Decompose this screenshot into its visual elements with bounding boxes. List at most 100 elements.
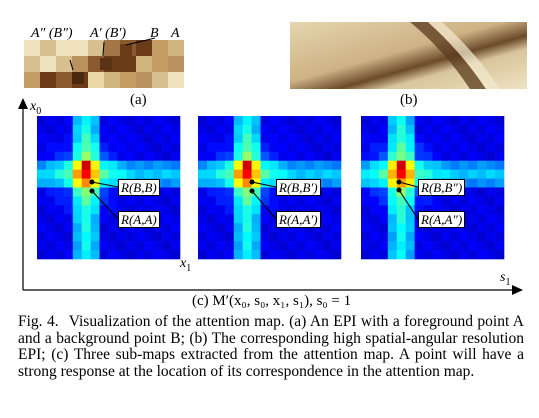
heatmap-cell bbox=[450, 133, 460, 144]
heatmap-cell bbox=[108, 196, 118, 206]
heatmap-cell bbox=[260, 223, 270, 233]
heatmap-cell bbox=[405, 232, 415, 242]
heatmap-cell bbox=[441, 241, 451, 251]
heatmap-cell bbox=[296, 116, 306, 126]
heatmap-cell bbox=[37, 214, 47, 224]
heatmap-cell bbox=[81, 124, 91, 135]
heatmap-cell bbox=[305, 169, 315, 179]
heatmap-cell bbox=[361, 133, 371, 144]
pointer-dot bbox=[396, 179, 402, 185]
heatmap-cell bbox=[361, 205, 371, 215]
heatmap-cell bbox=[296, 205, 306, 215]
heatmap-cell bbox=[153, 124, 163, 135]
heatmap-cell bbox=[423, 160, 433, 170]
heatmap-cell bbox=[90, 169, 100, 179]
epi-pixel bbox=[72, 40, 88, 56]
heatmap-cell bbox=[63, 187, 74, 197]
heatmap-cell bbox=[287, 160, 297, 170]
heatmap-cell bbox=[54, 241, 65, 251]
heatmap-cell bbox=[396, 160, 406, 170]
epi-pixel bbox=[72, 56, 88, 72]
heatmap-cell bbox=[387, 232, 398, 242]
heatmap-cell bbox=[495, 142, 505, 153]
heatmap-cell bbox=[278, 124, 288, 135]
heatmap-cell bbox=[405, 151, 415, 161]
heatmap-cell bbox=[278, 250, 288, 260]
heatmap-cell bbox=[405, 214, 415, 224]
heatmap-cell bbox=[135, 142, 145, 153]
heatmap-cell bbox=[90, 205, 100, 215]
heatmap-cell bbox=[108, 169, 118, 179]
heatmap-cell bbox=[387, 241, 398, 251]
heatmap-cell bbox=[432, 241, 442, 251]
heatmap-cell bbox=[162, 232, 172, 242]
heatmap-cell bbox=[206, 187, 217, 197]
heatmap-cell bbox=[242, 142, 252, 153]
heatmap-cell bbox=[323, 232, 333, 242]
heatmap-cell bbox=[260, 169, 270, 179]
epi-pixel bbox=[152, 40, 168, 56]
heatmap-cell bbox=[63, 124, 74, 135]
heatmap-cell bbox=[72, 116, 82, 126]
heatmap-cell bbox=[361, 187, 371, 197]
heatmap-cell bbox=[296, 142, 306, 153]
heatmap-cell bbox=[63, 169, 74, 179]
heatmap-cell bbox=[378, 214, 389, 224]
heatmap-cell bbox=[206, 169, 217, 179]
label-r-a-a-double-prime: R(A,A″) bbox=[418, 211, 466, 228]
heatmap-cell bbox=[314, 232, 324, 242]
heatmap-cell bbox=[378, 178, 389, 188]
heatmap-cell bbox=[296, 151, 306, 161]
heatmap-cell bbox=[153, 196, 163, 206]
heatmap-cell bbox=[162, 169, 172, 179]
heatmap-cell bbox=[441, 205, 451, 215]
heatmap-cell bbox=[63, 151, 74, 161]
heatmap-cell bbox=[233, 241, 243, 251]
heatmap-cell bbox=[144, 196, 154, 206]
heatmap-cell bbox=[72, 232, 82, 242]
heatmap-cell bbox=[99, 178, 109, 188]
heatmap-cell bbox=[198, 133, 208, 144]
heatmap-cell bbox=[396, 187, 406, 197]
heatmap-cell bbox=[361, 223, 371, 233]
heatmap-cell bbox=[135, 232, 145, 242]
heatmap-cell bbox=[126, 250, 136, 260]
heatmap-cell bbox=[206, 151, 217, 161]
heatmap-cell bbox=[260, 205, 270, 215]
heatmap-cell bbox=[405, 142, 415, 153]
heatmap-cell bbox=[269, 178, 279, 188]
heatmap-cell bbox=[37, 196, 47, 206]
heatmap-cell bbox=[108, 187, 118, 197]
heatmap-cell bbox=[450, 241, 460, 251]
heatmap-cell bbox=[459, 116, 469, 126]
heatmap-cell bbox=[260, 241, 270, 251]
heatmap-cell bbox=[108, 223, 118, 233]
heatmap-cell bbox=[287, 196, 297, 206]
heatmap-cell bbox=[423, 142, 433, 153]
heatmap-cell bbox=[423, 241, 433, 251]
heatmap-cell bbox=[495, 124, 505, 135]
heatmap-cell bbox=[45, 160, 56, 170]
heatmap-cell bbox=[450, 250, 460, 260]
heatmap-cell bbox=[477, 241, 487, 251]
heatmap-cell bbox=[135, 169, 145, 179]
heatmap-cell bbox=[90, 196, 100, 206]
heatmap-cell bbox=[405, 169, 415, 179]
heatmap-cell bbox=[450, 151, 460, 161]
heatmap-cell bbox=[54, 160, 65, 170]
heatmap-cell bbox=[63, 250, 74, 260]
epi-pixel bbox=[40, 56, 56, 72]
heatmap-cell bbox=[486, 241, 496, 251]
heatmap-cell bbox=[242, 160, 252, 170]
heatmap-cell bbox=[468, 160, 478, 170]
heatmap-cell bbox=[81, 232, 91, 242]
heatmap-cell bbox=[99, 133, 109, 144]
heatmap-cell bbox=[45, 241, 56, 251]
heatmap-cell bbox=[54, 133, 65, 144]
heatmap-cell bbox=[278, 241, 288, 251]
heatmap-cell bbox=[54, 124, 65, 135]
epi-pixel bbox=[56, 56, 72, 72]
heatmap-cell bbox=[305, 133, 315, 144]
heatmap-cell bbox=[486, 133, 496, 144]
heatmap-cell bbox=[153, 241, 163, 251]
